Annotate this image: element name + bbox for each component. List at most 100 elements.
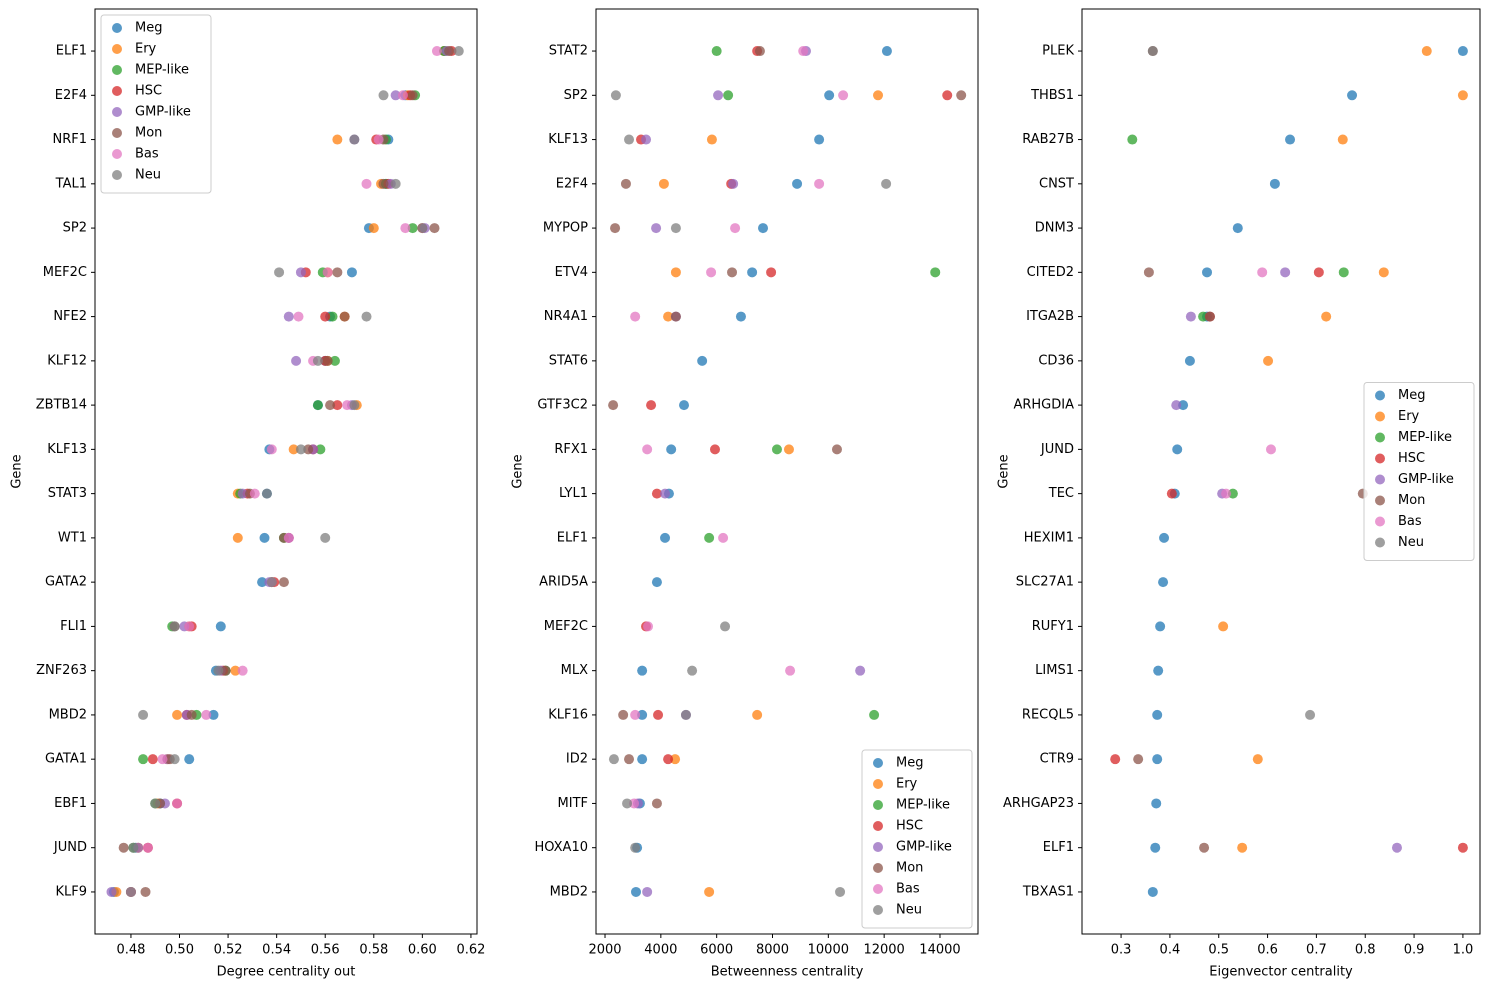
point [670, 267, 681, 278]
legend-label: Ery [135, 42, 157, 57]
point [679, 400, 690, 411]
legend-label: MEP-like [1398, 430, 1452, 445]
point [637, 754, 648, 765]
point [1143, 267, 1154, 278]
legend: Meg Ery MEP-like HSC GMP-like Mon Bas Neu [861, 749, 973, 929]
y-tick-label: HOXA10 [534, 840, 588, 855]
point [257, 577, 268, 588]
point [312, 400, 323, 411]
point [687, 665, 698, 676]
legend-label: MEP-like [135, 63, 189, 78]
point [783, 444, 794, 455]
y-tick-label: NFE2 [53, 309, 87, 324]
y-tick-label: FLI1 [60, 619, 87, 634]
point [397, 90, 408, 101]
point [1391, 842, 1402, 853]
x-tick-label: 0.6 [1257, 943, 1278, 958]
legend-marker [873, 905, 883, 915]
point [728, 178, 739, 189]
point [637, 709, 648, 720]
point [798, 46, 809, 57]
point [629, 798, 640, 809]
point [855, 665, 866, 676]
point [1305, 709, 1316, 720]
point [660, 488, 671, 499]
point [361, 311, 372, 322]
point [1313, 267, 1324, 278]
y-tick-label: THBS1 [1030, 88, 1074, 103]
point [824, 90, 835, 101]
legend-label: Meg [1398, 388, 1425, 403]
point [213, 665, 224, 676]
x-tick-label: 0.60 [408, 943, 437, 958]
point [624, 754, 635, 765]
x-tick-label: 0.5 [1208, 943, 1229, 958]
point [630, 842, 641, 853]
y-tick-label: KLF9 [55, 884, 87, 899]
point [706, 134, 717, 145]
point [663, 311, 674, 322]
point [261, 488, 272, 499]
y-tick-label: RFX1 [554, 442, 588, 457]
legend-label: Bas [1398, 514, 1422, 529]
legend-label: GMP-like [1398, 472, 1454, 487]
y-tick-label: KLF13 [47, 442, 87, 457]
point [610, 90, 621, 101]
point [1199, 842, 1210, 853]
x-tick-label: 0.4 [1160, 943, 1181, 958]
y-tick-label: ARID5A [539, 575, 588, 590]
point [1232, 223, 1243, 234]
point [1150, 842, 1161, 853]
point [373, 134, 384, 145]
point [332, 400, 343, 411]
point [444, 46, 455, 57]
y-tick-label: NR4A1 [544, 309, 588, 324]
legend-label: HSC [896, 819, 923, 834]
point [666, 444, 677, 455]
x-tick-label: 0.8 [1355, 943, 1376, 958]
point [431, 46, 442, 57]
legend-label: Meg [135, 21, 162, 36]
x-tick-label: 0.62 [456, 943, 485, 958]
point [1184, 355, 1195, 366]
y-tick-label: STAT6 [549, 353, 588, 368]
point [283, 311, 294, 322]
point [201, 709, 212, 720]
y-tick-label: RECQL5 [1022, 707, 1074, 722]
legend-label: GMP-like [896, 840, 952, 855]
legend: Meg Ery MEP-like HSC GMP-like Mon Bas Neu [1363, 382, 1475, 561]
point [670, 754, 681, 765]
x-tick-label: 14000 [919, 943, 960, 958]
legend-marker [112, 170, 122, 180]
point [378, 90, 389, 101]
x-tick-label: 8000 [756, 943, 789, 958]
point [249, 488, 260, 499]
x-tick-label: 6000 [700, 943, 733, 958]
point [618, 709, 629, 720]
y-tick-label: TEC [1048, 486, 1074, 501]
legend-box [1363, 382, 1475, 561]
y-tick-label: CTR9 [1040, 752, 1074, 767]
point [172, 709, 183, 720]
point [128, 842, 139, 853]
x-tick-label: 1.0 [1453, 943, 1474, 958]
y-tick-label: MLX [561, 663, 588, 678]
point [1185, 311, 1196, 322]
y-tick-label: TAL1 [55, 176, 87, 191]
point [169, 754, 180, 765]
y-tick-label: STAT2 [549, 44, 588, 59]
y-tick-label: ZNF263 [36, 663, 87, 678]
point [259, 532, 270, 543]
point [329, 355, 340, 366]
point [220, 665, 231, 676]
point [172, 798, 183, 809]
legend-marker [873, 800, 883, 810]
point [713, 90, 724, 101]
point [1265, 444, 1276, 455]
point [106, 886, 117, 897]
point [1457, 90, 1468, 101]
point [295, 267, 306, 278]
legend-marker [873, 821, 883, 831]
point [1158, 577, 1169, 588]
point [637, 665, 648, 676]
